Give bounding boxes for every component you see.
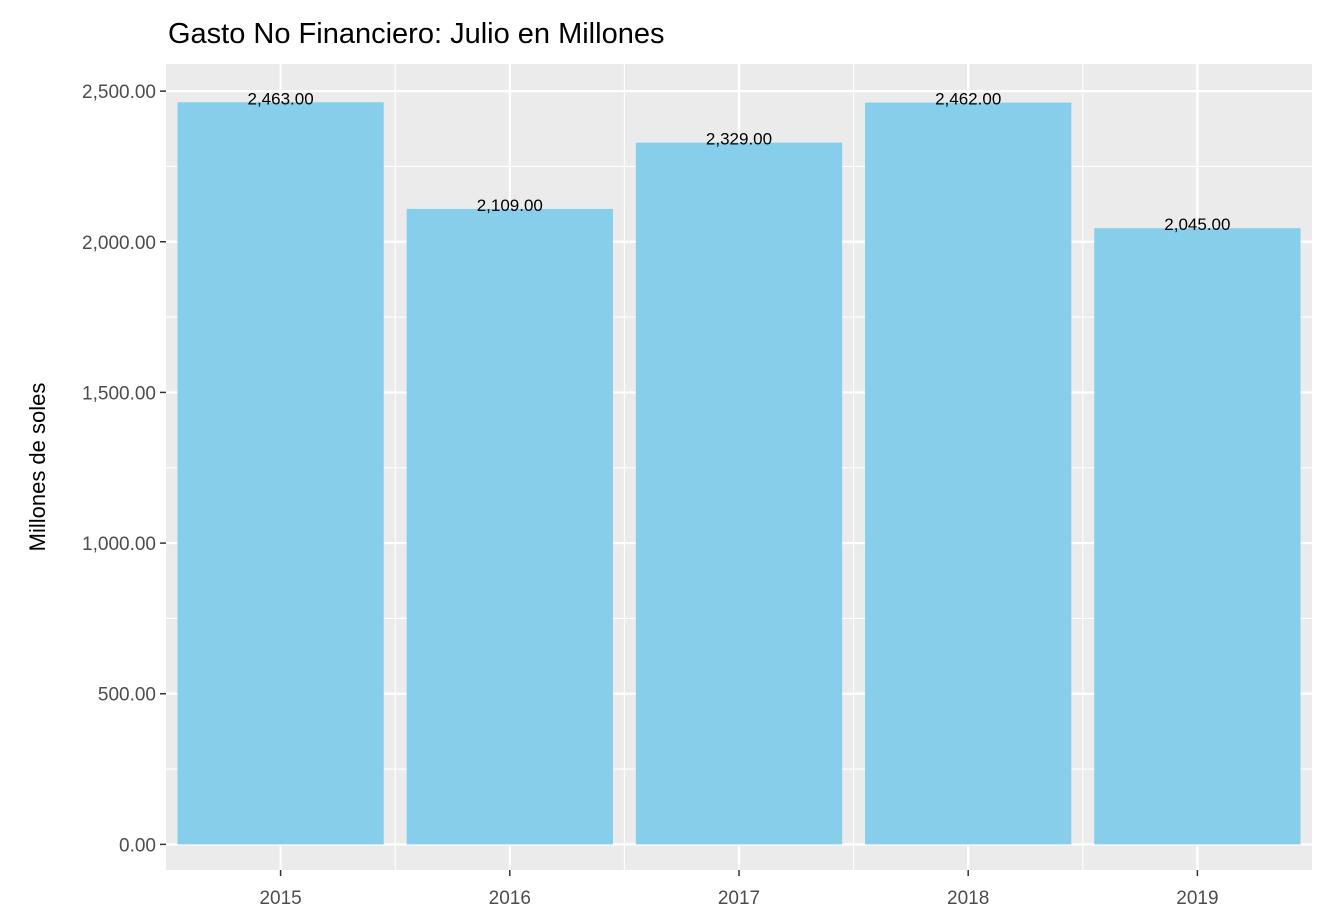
bar-2015: [177, 102, 384, 845]
y-axis-title: Millones de soles: [25, 383, 50, 552]
data-label-2017: 2,329.00: [706, 130, 772, 149]
bar-2017: [635, 142, 843, 845]
bars: [177, 102, 1301, 845]
y-axis: 0.00 500.00 1,000.00 1,500.00 2,000.00 2,500.…: [82, 82, 166, 856]
bar-2019: [1094, 228, 1301, 845]
bar-2016: [406, 208, 613, 845]
x-tick-label-2019: 2019: [1176, 888, 1218, 909]
data-label-2018: 2,462.00: [935, 90, 1001, 109]
x-axis: 2015 2016 2017 2018 2019: [259, 870, 1219, 909]
y-tick-label: 2,000.00: [82, 233, 156, 254]
y-tick-label: 1,000.00: [82, 534, 156, 555]
y-tick-label: 500.00: [98, 685, 156, 706]
x-tick-label-2017: 2017: [718, 888, 760, 909]
bar-2018: [865, 102, 1072, 845]
x-tick-label-2016: 2016: [489, 888, 531, 909]
y-tick-label: 2,500.00: [82, 82, 156, 103]
data-label-2016: 2,109.00: [477, 196, 543, 215]
data-labels: 2,463.00 2,109.00 2,329.00 2,462.00 2,045.00: [248, 89, 1231, 234]
data-label-2019: 2,045.00: [1164, 215, 1230, 234]
data-label-2015: 2,463.00: [248, 89, 314, 108]
x-tick-label-2018: 2018: [947, 888, 989, 909]
y-tick-label: 0.00: [119, 835, 156, 856]
x-tick-label-2015: 2015: [259, 888, 301, 909]
y-tick-label: 1,500.00: [82, 383, 156, 404]
chart-title: Gasto No Financiero: Julio en Millones: [168, 18, 664, 50]
